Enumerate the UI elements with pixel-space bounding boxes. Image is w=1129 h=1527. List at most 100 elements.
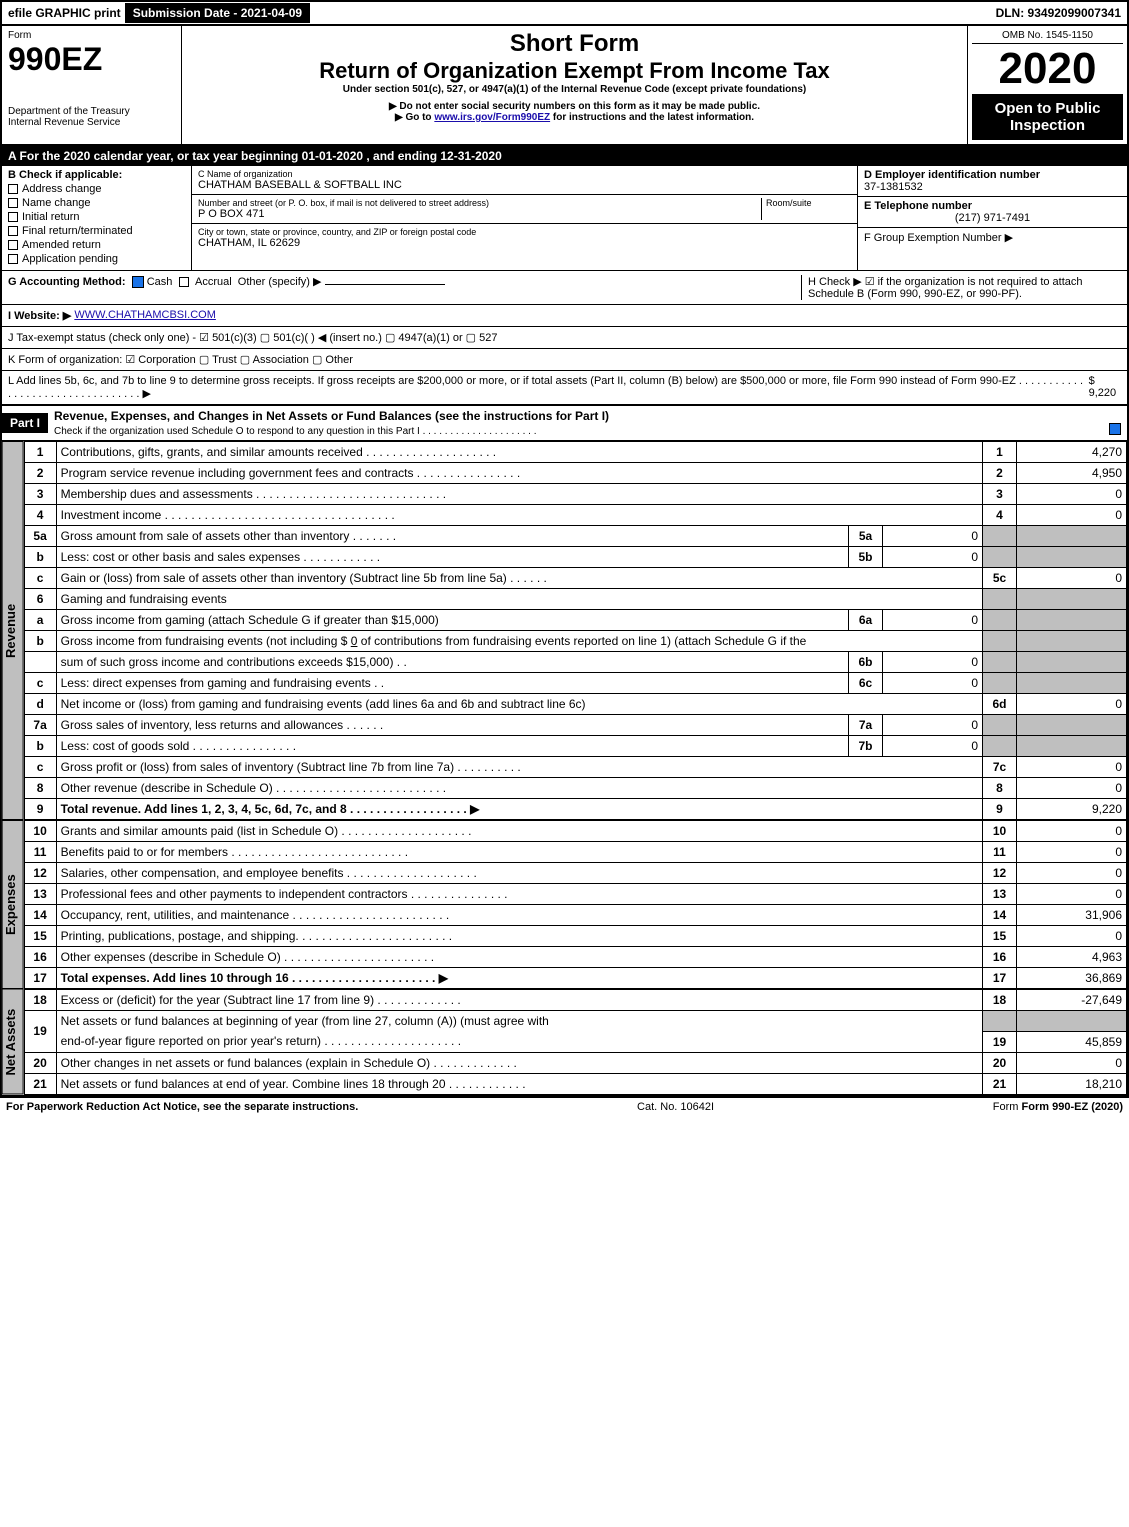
section-c: C Name of organization CHATHAM BASEBALL …: [192, 166, 857, 270]
expenses-section: Expenses 10Grants and similar amounts pa…: [2, 820, 1127, 989]
row-k: K Form of organization: ☑ Corporation ▢ …: [2, 349, 1127, 371]
checkbox-cash[interactable]: [132, 276, 144, 288]
row-l: L Add lines 5b, 6c, and 7b to line 9 to …: [2, 371, 1127, 405]
checkbox-application[interactable]: [8, 254, 18, 264]
line-16: 16Other expenses (describe in Schedule O…: [24, 947, 1126, 968]
line-6: 6Gaming and fundraising events: [24, 589, 1126, 610]
l17-desc: Total expenses. Add lines 10 through 16 …: [61, 971, 448, 985]
revenue-section: Revenue 1Contributions, gifts, grants, a…: [2, 441, 1127, 820]
netassets-section: Net Assets 18Excess or (deficit) for the…: [2, 989, 1127, 1095]
part1-checkbox[interactable]: [1109, 423, 1121, 435]
ein-label: D Employer identification number: [864, 169, 1121, 181]
form-header: Form 990EZ Department of the Treasury In…: [2, 26, 1127, 146]
room-label: Room/suite: [766, 198, 851, 208]
line-4: 4Investment income . . . . . . . . . . .…: [24, 505, 1126, 526]
revenue-table: 1Contributions, gifts, grants, and simil…: [24, 441, 1127, 820]
website-link[interactable]: WWW.CHATHAMCBSI.COM: [74, 309, 216, 322]
line-21: 21Net assets or fund balances at end of …: [24, 1073, 1126, 1094]
part1-title: Revenue, Expenses, and Changes in Net As…: [54, 409, 609, 423]
row-l-text: L Add lines 5b, 6c, and 7b to line 9 to …: [8, 375, 1086, 400]
subtitle: Under section 501(c), 527, or 4947(a)(1)…: [190, 84, 959, 95]
check-applicable-label: B Check if applicable:: [8, 169, 185, 181]
footer-formno: Form Form 990-EZ (2020): [993, 1101, 1123, 1113]
section-b: B Check if applicable: Address change Na…: [2, 166, 192, 270]
submission-date-button[interactable]: Submission Date - 2021-04-09: [125, 3, 310, 23]
application-label: Application pending: [22, 253, 118, 265]
checkbox-final-return[interactable]: [8, 226, 18, 236]
line-8: 8Other revenue (describe in Schedule O) …: [24, 778, 1126, 799]
netassets-sidebar: Net Assets: [2, 989, 24, 1095]
line-11: 11Benefits paid to or for members . . . …: [24, 842, 1126, 863]
info-grid: B Check if applicable: Address change Na…: [2, 166, 1127, 271]
line-5c: cGain or (loss) from sale of assets othe…: [24, 568, 1126, 589]
expenses-table: 10Grants and similar amounts paid (list …: [24, 820, 1127, 989]
initial-return-label: Initial return: [22, 211, 79, 223]
line-10: 10Grants and similar amounts paid (list …: [24, 821, 1126, 842]
dept-treasury: Department of the Treasury: [8, 106, 175, 117]
cash-label: Cash: [147, 276, 173, 288]
tax-year: 2020: [972, 44, 1123, 94]
other-specify-input[interactable]: [325, 284, 445, 285]
line-12: 12Salaries, other compensation, and empl…: [24, 863, 1126, 884]
website-label: I Website: ▶: [8, 309, 71, 322]
revenue-sidebar: Revenue: [2, 441, 24, 820]
amended-label: Amended return: [22, 239, 101, 251]
addr-change-label: Address change: [22, 183, 102, 195]
org-name-label: C Name of organization: [198, 169, 851, 179]
l9-desc: Total revenue. Add lines 1, 2, 3, 4, 5c,…: [61, 802, 480, 816]
expenses-sidebar: Expenses: [2, 820, 24, 989]
page-footer: For Paperwork Reduction Act Notice, see …: [0, 1097, 1129, 1116]
row-i: I Website: ▶ WWW.CHATHAMCBSI.COM: [2, 305, 1127, 327]
other-label: Other (specify) ▶: [238, 276, 322, 288]
return-title: Return of Organization Exempt From Incom…: [190, 58, 959, 84]
line-15: 15Printing, publications, postage, and s…: [24, 926, 1126, 947]
line-6b-2: sum of such gross income and contributio…: [24, 652, 1126, 673]
part1-header: Part I Revenue, Expenses, and Changes in…: [2, 405, 1127, 441]
irs-label: Internal Revenue Service: [8, 117, 175, 128]
warning-ssn: ▶ Do not enter social security numbers o…: [190, 101, 959, 112]
l6b-d1b: of contributions from fundraising events…: [357, 634, 806, 648]
line-9: 9Total revenue. Add lines 1, 2, 3, 4, 5c…: [24, 799, 1126, 820]
checkbox-amended[interactable]: [8, 240, 18, 250]
footer-right-bold: Form 990-EZ (2020): [1022, 1101, 1123, 1113]
line-20: 20Other changes in net assets or fund ba…: [24, 1052, 1126, 1073]
line-6a: aGross income from gaming (attach Schedu…: [24, 610, 1126, 631]
checkbox-address-change[interactable]: [8, 184, 18, 194]
street-label: Number and street (or P. O. box, if mail…: [198, 198, 761, 208]
line-6c: cLess: direct expenses from gaming and f…: [24, 673, 1126, 694]
accrual-label: Accrual: [195, 276, 232, 288]
checkbox-initial-return[interactable]: [8, 212, 18, 222]
tel-value: (217) 971-7491: [864, 212, 1121, 224]
row-j: J Tax-exempt status (check only one) - ☑…: [2, 327, 1127, 349]
goto-post: for instructions and the latest informat…: [550, 112, 754, 123]
group-exemption-label: F Group Exemption Number ▶: [864, 231, 1121, 244]
line-13: 13Professional fees and other payments t…: [24, 884, 1126, 905]
footer-left: For Paperwork Reduction Act Notice, see …: [6, 1101, 358, 1113]
l6b-d1: Gross income from fundraising events (no…: [61, 634, 351, 648]
line-14: 14Occupancy, rent, utilities, and mainte…: [24, 905, 1126, 926]
tel-label: E Telephone number: [864, 200, 1121, 212]
city-value: CHATHAM, IL 62629: [198, 237, 851, 249]
line-19-2: end-of-year figure reported on prior yea…: [24, 1031, 1126, 1052]
line-7a: 7aGross sales of inventory, less returns…: [24, 715, 1126, 736]
line-18: 18Excess or (deficit) for the year (Subt…: [24, 990, 1126, 1011]
ein-value: 37-1381532: [864, 181, 1121, 193]
line-6b-1: bGross income from fundraising events (n…: [24, 631, 1126, 652]
section-def: D Employer identification number 37-1381…: [857, 166, 1127, 270]
row-l-amt: $ 9,220: [1089, 375, 1121, 400]
line-1: 1Contributions, gifts, grants, and simil…: [24, 442, 1126, 463]
part1-label: Part I: [2, 413, 48, 433]
line-5a: 5aGross amount from sale of assets other…: [24, 526, 1126, 547]
short-form-title: Short Form: [190, 30, 959, 58]
footer-catno: Cat. No. 10642I: [637, 1101, 714, 1113]
row-h: H Check ▶ ☑ if the organization is not r…: [801, 275, 1121, 300]
checkbox-accrual[interactable]: [179, 277, 189, 287]
line-7b: bLess: cost of goods sold . . . . . . . …: [24, 736, 1126, 757]
line-19-1: 19Net assets or fund balances at beginni…: [24, 1011, 1126, 1032]
checkbox-name-change[interactable]: [8, 198, 18, 208]
dln-label: DLN: 93492099007341: [996, 6, 1127, 20]
efile-label: efile GRAPHIC print: [2, 6, 121, 20]
part1-sub: Check if the organization used Schedule …: [54, 426, 536, 437]
irs-link[interactable]: www.irs.gov/Form990EZ: [434, 112, 550, 123]
street-value: P O BOX 471: [198, 208, 761, 220]
